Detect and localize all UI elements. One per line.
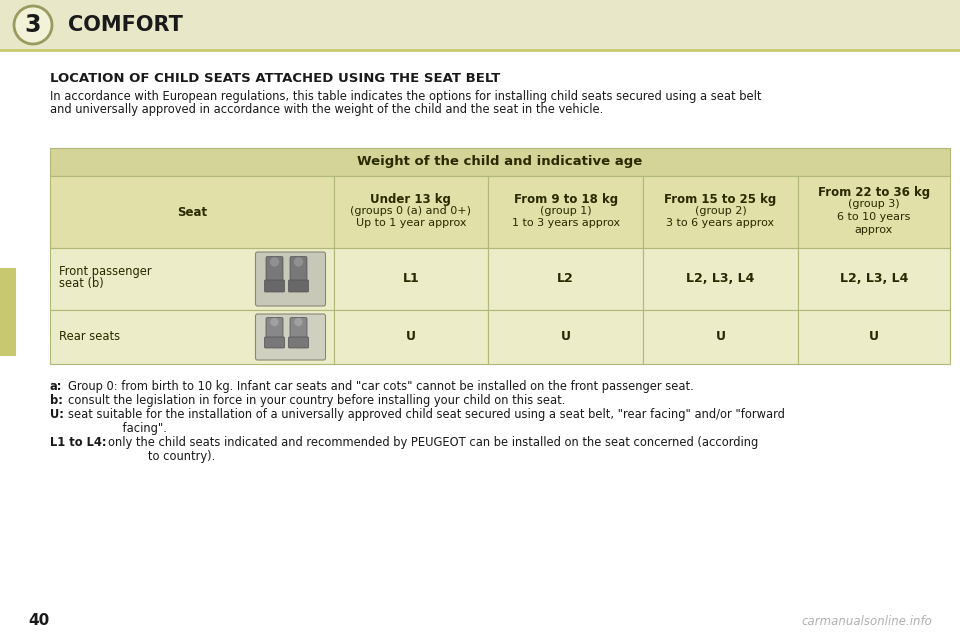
- FancyBboxPatch shape: [643, 248, 798, 310]
- FancyBboxPatch shape: [643, 176, 798, 248]
- Text: U: U: [561, 330, 570, 344]
- Text: Seat: Seat: [177, 205, 206, 218]
- Text: L2, L3, L4: L2, L3, L4: [686, 273, 755, 285]
- FancyBboxPatch shape: [50, 176, 333, 248]
- Circle shape: [14, 6, 52, 44]
- Text: (group 2): (group 2): [695, 205, 746, 216]
- FancyBboxPatch shape: [0, 268, 16, 356]
- FancyBboxPatch shape: [265, 280, 284, 292]
- Text: L1: L1: [402, 273, 420, 285]
- FancyBboxPatch shape: [643, 310, 798, 364]
- FancyBboxPatch shape: [333, 176, 489, 248]
- FancyBboxPatch shape: [50, 310, 333, 364]
- FancyBboxPatch shape: [798, 310, 950, 364]
- Text: Under 13 kg: Under 13 kg: [371, 193, 451, 205]
- Text: U:: U:: [50, 408, 64, 421]
- Text: Group 0: from birth to 10 kg. Infant car seats and "car cots" cannot be installe: Group 0: from birth to 10 kg. Infant car…: [68, 380, 694, 393]
- Text: consult the legislation in force in your country before installing your child on: consult the legislation in force in your…: [68, 394, 565, 407]
- Text: b:: b:: [50, 394, 62, 407]
- Text: L2: L2: [558, 273, 574, 285]
- FancyBboxPatch shape: [333, 310, 489, 364]
- FancyBboxPatch shape: [333, 248, 489, 310]
- Text: a:: a:: [50, 380, 62, 393]
- Text: seat (b): seat (b): [59, 278, 104, 291]
- Text: LOCATION OF CHILD SEATS ATTACHED USING THE SEAT BELT: LOCATION OF CHILD SEATS ATTACHED USING T…: [50, 72, 500, 85]
- FancyBboxPatch shape: [255, 252, 325, 306]
- Text: only the child seats indicated and recommended by PEUGEOT can be installed on th: only the child seats indicated and recom…: [108, 436, 758, 449]
- Text: 1 to 3 years approx: 1 to 3 years approx: [512, 218, 620, 228]
- Text: Front passenger: Front passenger: [59, 266, 152, 278]
- Text: to country).: to country).: [108, 450, 215, 463]
- Text: and universally approved in accordance with the weight of the child and the seat: and universally approved in accordance w…: [50, 103, 603, 116]
- FancyBboxPatch shape: [266, 257, 283, 285]
- FancyBboxPatch shape: [290, 257, 307, 285]
- FancyBboxPatch shape: [798, 248, 950, 310]
- Text: approx: approx: [854, 225, 893, 235]
- Text: From 9 to 18 kg: From 9 to 18 kg: [514, 193, 618, 205]
- FancyBboxPatch shape: [798, 176, 950, 248]
- FancyBboxPatch shape: [266, 317, 283, 342]
- Text: L2, L3, L4: L2, L3, L4: [840, 273, 908, 285]
- Circle shape: [295, 258, 302, 266]
- Circle shape: [271, 258, 278, 266]
- Circle shape: [295, 319, 302, 326]
- Text: facing".: facing".: [108, 422, 167, 435]
- FancyBboxPatch shape: [50, 248, 333, 310]
- Text: carmanualsonline.info: carmanualsonline.info: [802, 615, 932, 628]
- FancyBboxPatch shape: [289, 280, 308, 292]
- Text: (groups 0 (a) and 0+): (groups 0 (a) and 0+): [350, 205, 471, 216]
- FancyBboxPatch shape: [290, 317, 307, 342]
- FancyBboxPatch shape: [265, 337, 284, 348]
- Text: U: U: [869, 330, 879, 344]
- Text: 40: 40: [28, 613, 49, 628]
- Text: U: U: [715, 330, 726, 344]
- Text: In accordance with European regulations, this table indicates the options for in: In accordance with European regulations,…: [50, 90, 761, 103]
- FancyBboxPatch shape: [50, 148, 950, 176]
- Text: From 15 to 25 kg: From 15 to 25 kg: [664, 193, 777, 205]
- Text: 6 to 10 years: 6 to 10 years: [837, 212, 911, 222]
- Text: (group 1): (group 1): [540, 205, 591, 216]
- Text: L1 to L4:: L1 to L4:: [50, 436, 107, 449]
- FancyBboxPatch shape: [255, 314, 325, 360]
- FancyBboxPatch shape: [489, 176, 643, 248]
- Text: 3: 3: [25, 13, 41, 37]
- Circle shape: [271, 319, 278, 326]
- Text: U: U: [406, 330, 416, 344]
- Text: Up to 1 year approx: Up to 1 year approx: [355, 218, 467, 228]
- FancyBboxPatch shape: [289, 337, 308, 348]
- Text: COMFORT: COMFORT: [68, 15, 182, 35]
- Text: Weight of the child and indicative age: Weight of the child and indicative age: [357, 156, 642, 168]
- FancyBboxPatch shape: [0, 0, 960, 50]
- Text: seat suitable for the installation of a universally approved child seat secured : seat suitable for the installation of a …: [68, 408, 785, 421]
- Text: (group 3): (group 3): [848, 199, 900, 209]
- FancyBboxPatch shape: [489, 248, 643, 310]
- Text: 3 to 6 years approx: 3 to 6 years approx: [666, 218, 775, 228]
- FancyBboxPatch shape: [489, 310, 643, 364]
- Text: From 22 to 36 kg: From 22 to 36 kg: [818, 186, 930, 199]
- Text: Rear seats: Rear seats: [59, 330, 120, 344]
